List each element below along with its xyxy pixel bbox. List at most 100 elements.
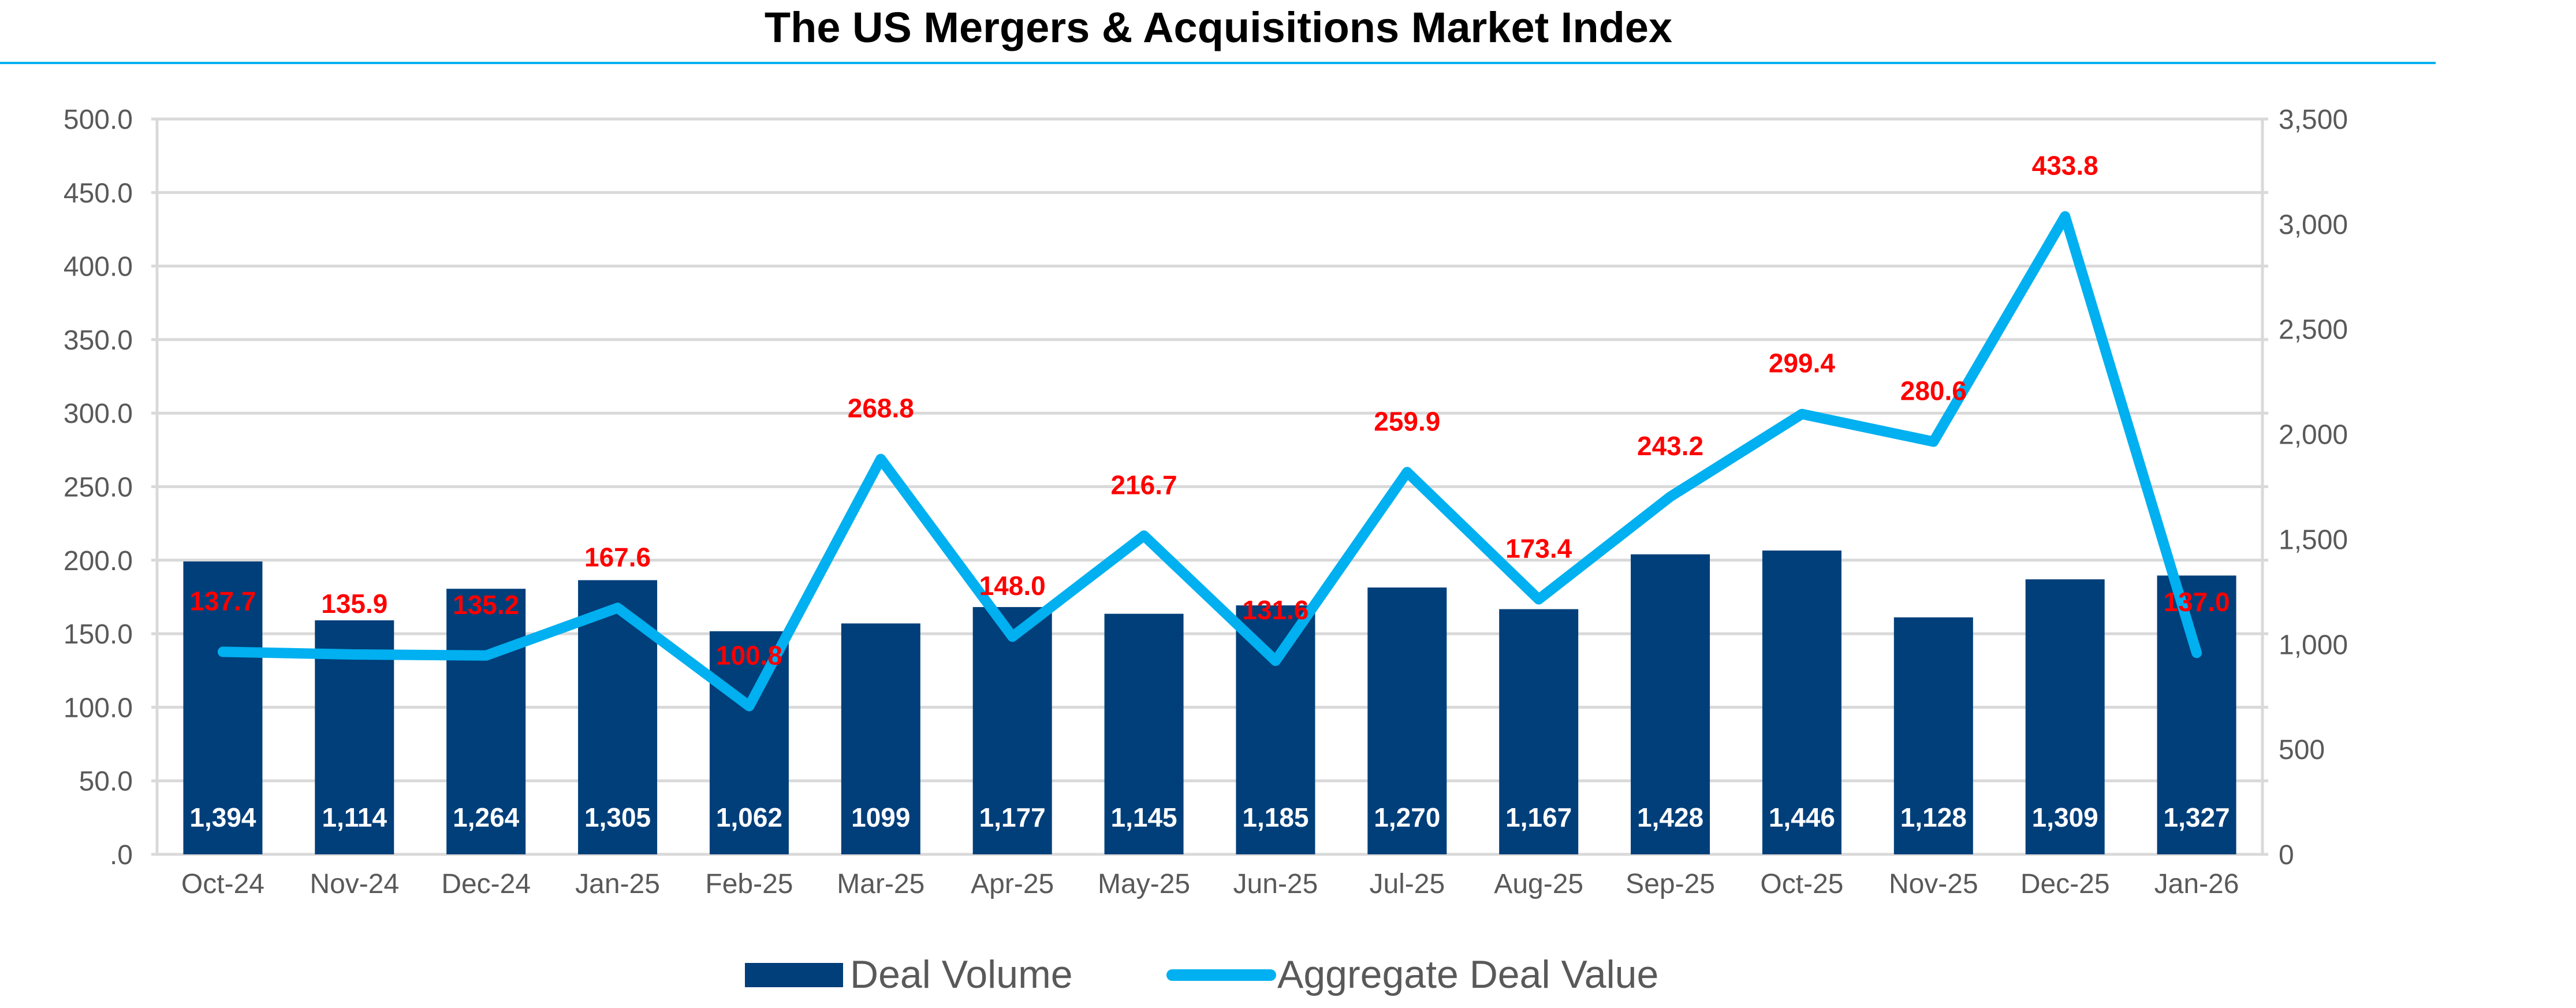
left-tick-label: 250.0 (64, 473, 133, 503)
bar-label: 1,145 (1111, 802, 1177, 832)
bar-Jun-25 (1236, 605, 1315, 854)
left-tick-label: 100.0 (64, 693, 133, 723)
line-point-Oct-25 (1801, 413, 1803, 415)
left-tick-label: 400.0 (64, 252, 133, 282)
x-tick-label: Nov-25 (1889, 869, 1978, 899)
x-tick-label: Mar-25 (837, 869, 924, 899)
line-point-Mar-25 (880, 458, 882, 460)
line-point-Apr-25 (1012, 636, 1013, 638)
x-tick-label: Dec-25 (2020, 869, 2110, 899)
line-label: 433.8 (2032, 151, 2098, 181)
legend: Deal Volume Aggregate Deal Value (745, 953, 1658, 996)
right-tick-label: 3,500 (2279, 105, 2348, 135)
bar-label: 1,128 (1900, 802, 1967, 832)
bar-label: 1,264 (453, 802, 520, 832)
line-label: 135.9 (321, 589, 387, 619)
bar-Apr-25 (972, 607, 1052, 854)
right-tick-label: 1,500 (2279, 525, 2348, 555)
x-tick-label: Aug-25 (1494, 869, 1583, 899)
bar-label: 1,305 (584, 802, 651, 832)
line-label: 173.4 (1505, 534, 1572, 564)
line-label: 280.6 (1900, 376, 1967, 406)
chart-title: The US Mergers & Acquisitions Market Ind… (765, 3, 1672, 51)
legend-label-deal-volume: Deal Volume (850, 953, 1073, 996)
right-tick-label: 1,000 (2279, 630, 2348, 660)
x-tick-label: Jul-25 (1369, 869, 1445, 899)
legend-swatch-deal-volume (745, 963, 843, 987)
line-label: 135.2 (453, 590, 519, 620)
bar-label: 1,394 (189, 802, 256, 832)
right-tick-label: 0 (2279, 840, 2294, 871)
bar-label: 1,428 (1637, 802, 1703, 832)
left-tick-label: 450.0 (64, 178, 133, 209)
bar-May-25 (1104, 613, 1184, 854)
line-point-Nov-25 (1933, 441, 1934, 442)
bar-Dec-25 (2025, 579, 2105, 854)
x-tick-label: Dec-24 (441, 869, 531, 899)
bar-series: 1,394 1,114 1,264 1,305 1,062 1099 1,177 1,145 1… (183, 551, 2236, 854)
x-tick-label: Oct-25 (1760, 869, 1843, 899)
bar-Jul-25 (1367, 587, 1447, 854)
bar-label: 1,167 (1505, 802, 1572, 832)
x-tick-label: Oct-24 (181, 869, 264, 899)
bar-Oct-24 (183, 561, 263, 854)
bar-label: 1,327 (2164, 802, 2230, 832)
legend-label-aggregate-deal-value: Aggregate Deal Value (1277, 953, 1658, 996)
line-point-Jan-26 (2196, 652, 2198, 654)
left-axis: .0 50.0 100.0 150.0 200.0 250.0 300.0 350.0 400.… (64, 105, 133, 871)
line-point-Feb-25 (748, 705, 750, 707)
x-tick-label: Nov-24 (310, 869, 399, 899)
line-point-Jul-25 (1406, 471, 1408, 473)
line-label: 167.6 (584, 542, 651, 572)
line-point-Aug-25 (1538, 598, 1539, 600)
right-tick-label: 3,000 (2279, 210, 2348, 240)
line-point-May-25 (1143, 535, 1145, 537)
bar-label: 1,270 (1374, 802, 1440, 832)
left-tick-label: 350.0 (64, 325, 133, 356)
left-tick-label: 200.0 (64, 546, 133, 576)
x-tick-label: Jan-25 (575, 869, 660, 899)
bar-label: 1,114 (322, 802, 387, 832)
line-aggregate-deal-value (217, 211, 2202, 712)
line-label: 299.4 (1769, 348, 1836, 378)
left-tick-label: 50.0 (79, 767, 133, 797)
right-tick-label: 2,500 (2279, 315, 2348, 345)
bar-label: 1099 (851, 802, 910, 832)
bar-Jan-26 (2157, 575, 2236, 854)
bar-label: 1,185 (1242, 802, 1308, 832)
bar-Nov-25 (1893, 617, 1973, 854)
bar-Sep-25 (1631, 554, 1710, 854)
line-point-Jan-25 (617, 607, 618, 609)
right-tick-label: 2,000 (2279, 420, 2348, 451)
line-point-Oct-24 (222, 651, 223, 653)
x-tick-label: Jan-26 (2154, 869, 2239, 899)
line-point-Nov-24 (353, 653, 355, 655)
bar-Dec-24 (446, 589, 526, 854)
line-label: 131.6 (1242, 595, 1308, 625)
right-axis: 0 500 1,000 1,500 2,000 2,500 3,000 3,500 (2279, 105, 2348, 871)
line-point-Sep-25 (1669, 496, 1671, 497)
line-label: 100.8 (716, 640, 782, 670)
line-label: 216.7 (1111, 470, 1177, 500)
bar-Oct-25 (1762, 551, 1841, 854)
line-point-Jun-25 (1274, 660, 1276, 661)
x-tick-label: Apr-25 (971, 869, 1054, 899)
line-point-Dec-25 (2064, 215, 2066, 217)
x-tick-label: Sep-25 (1626, 869, 1715, 899)
line-point-Dec-24 (485, 654, 487, 656)
bar-label: 1,062 (716, 802, 782, 832)
line-label: 268.8 (848, 393, 914, 423)
x-tick-label: Jun-25 (1233, 869, 1318, 899)
bar-label: 1,309 (2032, 802, 2098, 832)
line-label: 137.0 (2164, 587, 2230, 617)
line-label: 259.9 (1374, 406, 1440, 436)
line-label: 243.2 (1637, 431, 1703, 461)
x-tick-label: Feb-25 (705, 869, 793, 899)
x-axis: Oct-24 Nov-24 Dec-24 Jan-25 Feb-25 Mar-25 Apr-… (181, 869, 2239, 899)
bar-label: 1,446 (1769, 802, 1835, 832)
line-series: 137.7 135.9 135.2 167.6 100.8 268.8 148.0 216.7… (189, 151, 2230, 712)
bar-label: 1,177 (979, 802, 1046, 832)
line-label: 148.0 (979, 571, 1046, 601)
left-tick-label: 500.0 (64, 105, 133, 135)
